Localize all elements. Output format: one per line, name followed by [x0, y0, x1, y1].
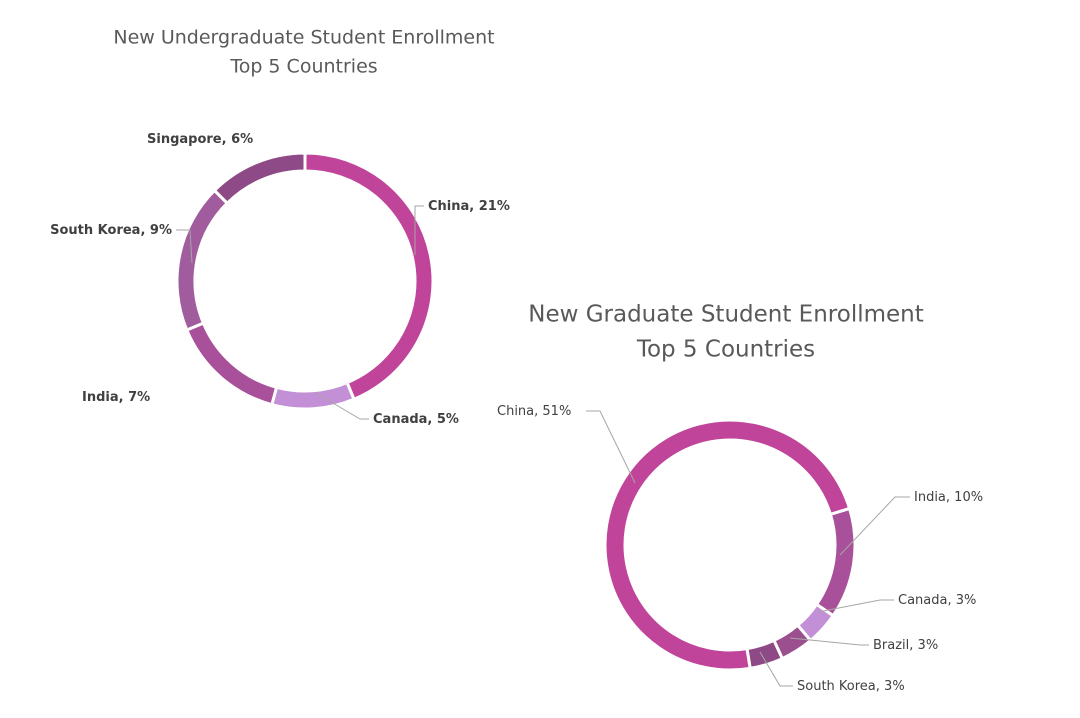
label-separator: , [427, 412, 436, 427]
label-value: 3% [918, 638, 939, 653]
label-value: 6% [231, 132, 253, 147]
label-category: South Korea [50, 223, 140, 238]
leader-line [176, 229, 193, 264]
label-category: China [428, 199, 469, 214]
label-separator: , [222, 132, 231, 147]
label-separator: , [946, 490, 954, 505]
chart-subtitle: Top 5 Countries [229, 56, 377, 78]
chart-subtitle: Top 5 Countries [636, 337, 815, 363]
label-separator: , [947, 593, 955, 608]
data-label: Singapore, 6% [147, 132, 253, 147]
donut-slice [212, 151, 307, 206]
donut-slice [745, 638, 785, 671]
label-value: 51% [542, 404, 571, 419]
label-category: India [914, 490, 946, 505]
data-label: China, 21% [428, 199, 510, 214]
label-separator: , [469, 199, 478, 214]
data-label: India, 7% [82, 390, 150, 405]
leader-line [789, 637, 869, 646]
label-category: India [82, 390, 119, 405]
chart-title: New Graduate Student Enrollment [528, 302, 924, 328]
donut-slice [814, 506, 857, 618]
label-category: Canada [898, 593, 947, 608]
data-label: Brazil, 3% [873, 638, 938, 653]
label-separator: , [909, 638, 917, 653]
leader-line [759, 651, 793, 687]
label-value: 7% [128, 390, 150, 405]
donut-slice [184, 321, 279, 407]
donut-slice [175, 188, 230, 332]
data-label: Canada, 3% [898, 593, 976, 608]
label-value: 5% [437, 412, 459, 427]
donut-slice [603, 418, 852, 672]
leader-line [817, 599, 894, 613]
label-value: 3% [956, 593, 977, 608]
leader-line [586, 410, 636, 484]
label-value: 10% [954, 490, 983, 505]
label-category: China [497, 404, 534, 419]
label-separator: , [119, 390, 128, 405]
data-label: South Korea, 3% [797, 679, 905, 694]
label-separator: , [534, 404, 542, 419]
data-label: Canada, 5% [373, 412, 459, 427]
label-value: 21% [479, 199, 510, 214]
label-value: 9% [150, 223, 172, 238]
label-separator: , [876, 679, 884, 694]
donut-slice [270, 380, 356, 411]
leader-line [839, 496, 910, 556]
label-category: Canada [373, 412, 427, 427]
label-value: 3% [884, 679, 905, 694]
label-category: South Korea [797, 679, 876, 694]
label-category: Brazil [873, 638, 909, 653]
data-label: South Korea, 9% [50, 223, 172, 238]
leader-line [414, 205, 424, 255]
label-category: Singapore [147, 132, 222, 147]
leader-line [315, 392, 369, 420]
data-label: India, 10% [914, 490, 983, 505]
chart-title: New Undergraduate Student Enrollment [113, 27, 494, 49]
donut-slice [303, 151, 435, 402]
label-separator: , [140, 223, 149, 238]
data-label: China, 51% [497, 404, 571, 419]
